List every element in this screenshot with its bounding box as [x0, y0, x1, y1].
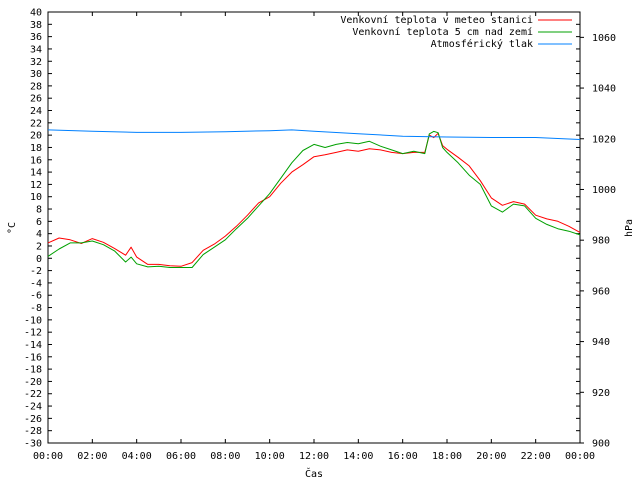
y-tick-label: 12	[30, 180, 42, 191]
y-tick-label: 22	[30, 118, 42, 129]
y-tick-label: -22	[24, 389, 42, 400]
y-tick-label: -26	[24, 414, 42, 425]
y-axis: -30-28-26-24-22-20-18-16-14-12-10-8-6-4-…	[24, 8, 580, 450]
y-tick-label: -12	[24, 328, 42, 339]
y-tick-label: 32	[30, 57, 42, 68]
y-tick-label: -8	[30, 303, 42, 314]
legend-label: Venkovní teplota v meteo stanici	[340, 14, 533, 26]
y-axis-title: °C	[7, 222, 18, 234]
x-tick-label: 20:00	[476, 451, 506, 462]
y2-tick-label: 960	[592, 286, 610, 297]
y-tick-label: 14	[30, 168, 42, 179]
y2-tick-label: 1020	[592, 134, 616, 145]
y2-tick-label: 940	[592, 337, 610, 348]
y-tick-label: 36	[30, 32, 42, 43]
y-tick-label: 16	[30, 155, 42, 166]
y-tick-label: -28	[24, 426, 42, 437]
x-tick-label: 00:00	[33, 451, 63, 462]
y-tick-label: -16	[24, 352, 42, 363]
y2-tick-label: 1040	[592, 84, 616, 95]
y-tick-label: 34	[30, 44, 42, 55]
x-tick-label: 16:00	[388, 451, 418, 462]
y-tick-label: -2	[30, 266, 42, 277]
y-tick-label: 18	[30, 143, 42, 154]
y-tick-label: -18	[24, 365, 42, 376]
y-tick-label: 26	[30, 94, 42, 105]
legend-label: Venkovní teplota 5 cm nad zemí	[352, 26, 533, 38]
y-tick-label: -20	[24, 377, 42, 388]
series-line-3	[47, 129, 581, 140]
y-tick-label: 10	[30, 192, 42, 203]
y-tick-label: 6	[36, 217, 42, 228]
legend: Venkovní teplota v meteo staniciVenkovní…	[340, 14, 572, 50]
x-tick-label: 00:00	[565, 451, 595, 462]
x-tick-label: 14:00	[343, 451, 373, 462]
y-tick-label: 4	[36, 229, 42, 240]
y-tick-label: 38	[30, 20, 42, 31]
y-tick-label: 20	[30, 131, 42, 142]
x-axis: 00:00 02:00 04:00 06:00 08:00 10:00 12:00 14:00…	[33, 12, 595, 462]
y-tick-label: 40	[30, 8, 42, 19]
y-tick-label: 2	[36, 241, 42, 252]
y-tick-label: 8	[36, 205, 42, 216]
y2-tick-label: 1000	[592, 185, 616, 196]
y-tick-label: -24	[24, 402, 42, 413]
x-tick-label: 06:00	[166, 451, 196, 462]
y2-axis-title: hPa	[624, 219, 635, 237]
x-tick-label: 08:00	[210, 451, 240, 462]
y2-axis: 900 920 940 960 980 1000 1020 1040 1060	[580, 33, 616, 450]
x-tick-label: 02:00	[77, 451, 107, 462]
series-line-1	[47, 132, 581, 267]
y-tick-label: -30	[24, 439, 42, 450]
y2-tick-label: 980	[592, 236, 610, 247]
series-line-2	[47, 130, 581, 268]
x-tick-label: 10:00	[255, 451, 285, 462]
y-tick-label: 24	[30, 106, 42, 117]
x-tick-label: 22:00	[521, 451, 551, 462]
y-tick-label: 0	[36, 254, 42, 265]
y-tick-label: -4	[30, 278, 42, 289]
x-tick-label: 04:00	[122, 451, 152, 462]
series-layer	[47, 129, 581, 268]
x-axis-title: Čas	[305, 467, 323, 480]
y-tick-label: -14	[24, 340, 42, 351]
x-tick-label: 18:00	[432, 451, 462, 462]
y-tick-label: -6	[30, 291, 42, 302]
y-tick-label: -10	[24, 315, 42, 326]
x-tick-label: 12:00	[299, 451, 329, 462]
y2-tick-label: 900	[592, 439, 610, 450]
y2-tick-label: 920	[592, 388, 610, 399]
legend-label: Atmosférický tlak	[431, 38, 533, 50]
y2-tick-label: 1060	[592, 33, 616, 44]
y-tick-label: 30	[30, 69, 42, 80]
y-tick-label: 28	[30, 81, 42, 92]
